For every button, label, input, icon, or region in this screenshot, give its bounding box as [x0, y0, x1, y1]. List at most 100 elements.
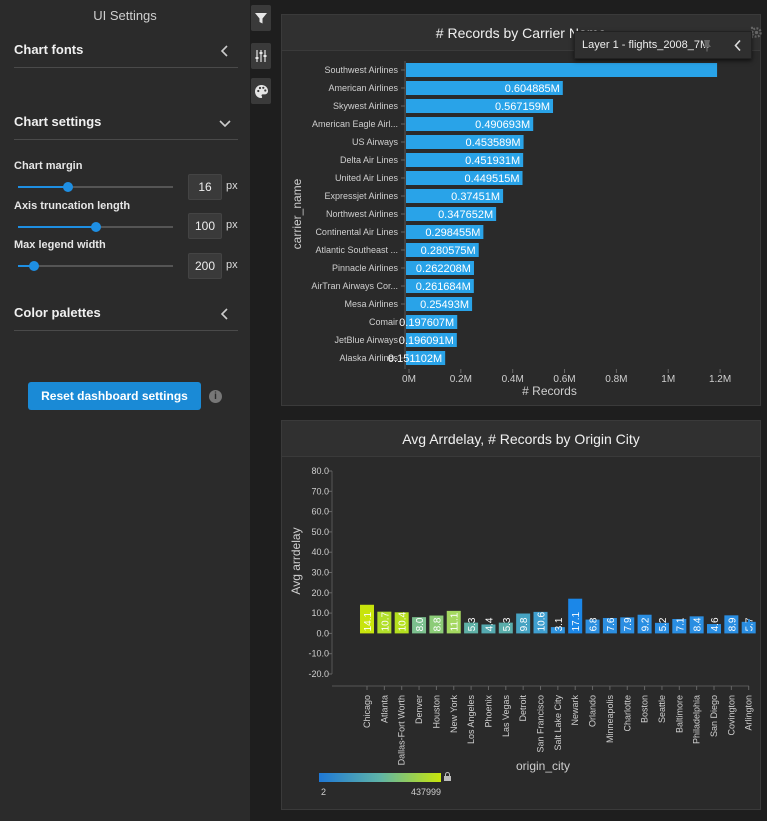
x-tick-label: 1.2M [709, 374, 731, 385]
y-tick-label: 50.0 [311, 527, 329, 537]
panel-title: Avg Arrdelay, # Records by Origin City [282, 421, 760, 457]
data-label: 14.1 [363, 611, 374, 631]
bar [707, 624, 721, 634]
data-label: 0.196091M [399, 335, 454, 347]
y-tick-label: 80.0 [311, 466, 329, 476]
x-tick-label: Boston [640, 695, 650, 723]
data-label: 10.4 [398, 611, 409, 631]
x-tick-label: Los Angeles [466, 695, 476, 745]
data-label: 8.8 [432, 617, 443, 631]
x-tick-label: Atlanta [379, 695, 389, 723]
filter-icon[interactable] [251, 5, 271, 31]
bar [412, 617, 427, 634]
bar [568, 598, 583, 634]
lock-shackle [445, 772, 450, 776]
x-tick-label: 0.8M [605, 374, 627, 385]
slider-thumb[interactable] [28, 261, 39, 271]
x-tick-label: Houston [431, 695, 441, 729]
bar [406, 279, 474, 293]
bar [406, 153, 524, 167]
y-tick-label: 60.0 [311, 507, 329, 517]
data-label: 0.262208M [416, 263, 471, 275]
x-tick-label: Philadelphia [692, 695, 702, 744]
axis-truncation-unit: px [226, 219, 238, 231]
x-tick-label: Newark [570, 695, 580, 726]
x-tick-label: 0.2M [450, 374, 472, 385]
palette-icon[interactable] [251, 78, 271, 104]
color-legend-bar [319, 773, 441, 782]
y-tick-label: 30.0 [311, 568, 329, 578]
max-legend-width-slider[interactable] [18, 260, 173, 272]
axis-truncation-input[interactable]: 100 [188, 213, 222, 239]
data-label: 5.3 [502, 617, 513, 631]
bar [748, 619, 750, 634]
ui-settings-sidebar: UI Settings Chart fonts Chart settings C… [0, 0, 250, 821]
sidebar-title: UI Settings [93, 8, 157, 23]
data-label: 7.6 [606, 617, 617, 631]
bar [394, 612, 409, 634]
slider-thumb[interactable] [90, 222, 101, 232]
lock-icon [444, 772, 451, 781]
data-label: 10.7 [380, 611, 391, 631]
x-tick-label: Las Vegas [501, 695, 511, 738]
y-tick-label: -20.0 [308, 669, 329, 679]
bar [724, 615, 739, 634]
bar [406, 63, 718, 77]
max-legend-width-label: Max legend width [14, 239, 106, 251]
section-chart-settings[interactable]: Chart settings [14, 110, 238, 140]
section-chart-fonts[interactable]: Chart fonts [14, 38, 238, 68]
data-label: 0.490693M [475, 119, 530, 131]
y-tick-label: Pinnacle Airlines [332, 263, 399, 273]
x-tick-label: San Diego [709, 695, 719, 737]
axis-truncation-label: Axis truncation length [14, 200, 131, 212]
y-tick-label: Alaska Airlines [339, 353, 398, 363]
x-tick-label: Detroit [518, 695, 528, 722]
y-tick-label: 0.0 [316, 628, 329, 638]
bar [516, 613, 531, 634]
x-tick-label: Covington [726, 695, 736, 736]
y-tick-label: Northwest Airlines [326, 209, 399, 219]
chart-margin-slider[interactable] [18, 181, 173, 193]
data-label: 8.4 [693, 617, 704, 631]
data-label: 8.9 [727, 617, 738, 631]
bar [406, 261, 474, 275]
max-legend-width-unit: px [226, 259, 238, 271]
bar [406, 207, 497, 221]
data-label: 9.8 [519, 617, 530, 631]
axis-truncation-slider[interactable] [18, 221, 173, 233]
y-tick-label: Comair [369, 317, 398, 327]
chart-margin-input[interactable]: 16 [188, 174, 222, 200]
sliders-icon[interactable] [251, 43, 271, 69]
bar [585, 619, 600, 634]
max-legend-width-input[interactable]: 200 [188, 253, 222, 279]
y-tick-label: Delta Air Lines [340, 155, 399, 165]
slider-thumb[interactable] [62, 182, 73, 192]
y-tick-label: 70.0 [311, 486, 329, 496]
data-label: 6.8 [589, 617, 600, 631]
y-tick-label: Atlantic Southeast ... [315, 245, 398, 255]
x-tick-label: 0.4M [502, 374, 524, 385]
data-label: 7.1 [675, 617, 686, 631]
section-chart-settings-label: Chart settings [14, 114, 102, 129]
bar [406, 117, 534, 131]
section-color-palettes[interactable]: Color palettes [14, 301, 238, 331]
chevron-left-icon[interactable] [218, 307, 232, 321]
bar [550, 627, 565, 634]
bar [429, 615, 444, 634]
data-label: 3.1 [554, 617, 565, 631]
layer-popup[interactable]: Layer 1 - flights_2008_7M [574, 31, 752, 59]
section-color-palettes-label: Color palettes [14, 305, 101, 320]
records-by-carrier-panel: # Records by Carrier Name Southwest Airl… [281, 14, 762, 406]
data-label: 5.3 [467, 617, 478, 631]
chevron-left-icon[interactable] [218, 44, 232, 58]
chevron-down-icon[interactable] [218, 116, 232, 130]
bar [637, 614, 652, 634]
data-label: 0.261684M [416, 281, 471, 293]
bar [360, 604, 374, 634]
info-icon[interactable]: i [209, 390, 222, 403]
bar [446, 610, 461, 634]
y-tick-label: US Airways [352, 137, 399, 147]
x-tick-label: Dallas-Fort Worth [397, 695, 407, 765]
bar [620, 617, 635, 634]
reset-dashboard-settings-button[interactable]: Reset dashboard settings [28, 382, 201, 410]
